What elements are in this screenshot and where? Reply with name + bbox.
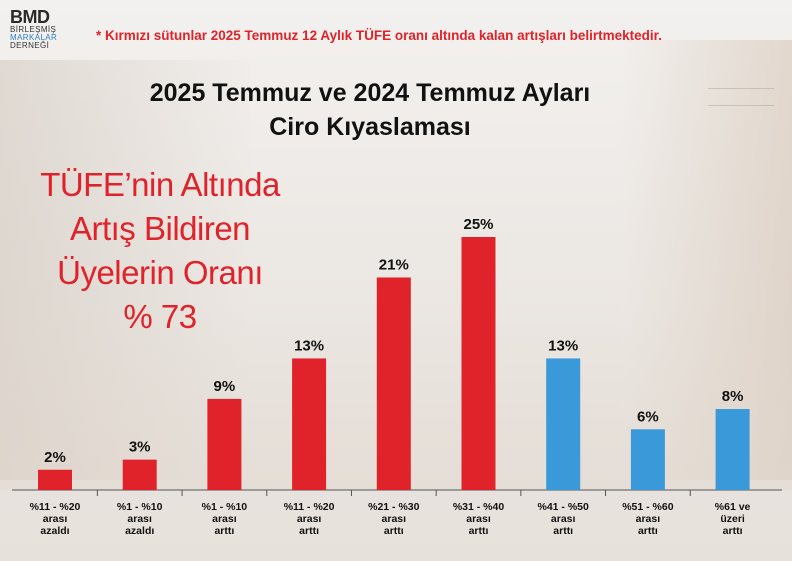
bar bbox=[461, 237, 496, 490]
tick-label: arttı bbox=[214, 525, 234, 537]
tick-label: %21 - %30 bbox=[368, 501, 420, 513]
callout-line-3: Üyelerin Oranı bbox=[57, 254, 263, 291]
chart-title: 2025 Temmuz ve 2024 Temmuz Ayları Ciro K… bbox=[60, 76, 680, 144]
tick-label: arası bbox=[297, 513, 322, 525]
tick-label: azaldı bbox=[125, 525, 154, 537]
background-shop-right bbox=[622, 40, 792, 480]
bar bbox=[292, 358, 327, 490]
tick-label: arttı bbox=[384, 525, 404, 537]
tick-label: %31 - %40 bbox=[453, 501, 505, 513]
data-label: 13% bbox=[548, 337, 578, 354]
bar bbox=[546, 358, 581, 490]
bmd-logo: BMD BİRLEŞMİŞ MARKALAR DERNEĞİ bbox=[10, 8, 90, 50]
bar bbox=[207, 398, 242, 490]
tick-label: arası bbox=[382, 513, 407, 525]
tufe-callout: TÜFE’nin Altında Artış Bildiren Üyelerin… bbox=[10, 163, 310, 339]
callout-line-1: TÜFE’nin Altında bbox=[40, 166, 280, 203]
data-label: 2% bbox=[44, 449, 66, 466]
data-label: 6% bbox=[637, 408, 659, 425]
bar bbox=[376, 277, 411, 490]
tick-label: arttı bbox=[469, 525, 489, 537]
data-label: 8% bbox=[722, 388, 744, 405]
tick-label: %11 - %20 bbox=[30, 501, 81, 513]
tick-label: %41 - %50 bbox=[538, 501, 590, 513]
bar bbox=[122, 459, 157, 490]
callout-line-2: Artış Bildiren bbox=[69, 210, 251, 247]
logo-main-text: BMD bbox=[10, 7, 50, 27]
tick-label: %1 - %10 bbox=[202, 501, 248, 513]
tick-label: arası bbox=[212, 513, 237, 525]
logo-line-3: DERNEĞİ bbox=[10, 41, 50, 50]
background-shop-sign bbox=[708, 88, 774, 106]
tick-label: %61 ve bbox=[715, 501, 751, 513]
data-label: 3% bbox=[129, 439, 151, 456]
tick-label: arası bbox=[551, 513, 576, 525]
chart-title-line-1: 2025 Temmuz ve 2024 Temmuz Ayları bbox=[149, 79, 591, 107]
tick-label: arttı bbox=[299, 525, 319, 537]
tick-label: arttı bbox=[553, 525, 573, 537]
bar bbox=[38, 469, 72, 490]
bar bbox=[630, 429, 665, 490]
footnote: * Kırmızı sütunlar 2025 Temmuz 12 Aylık … bbox=[96, 28, 662, 43]
tick-label: arası bbox=[43, 513, 68, 525]
tick-label: arası bbox=[466, 513, 491, 525]
tick-label: üzeri bbox=[720, 513, 745, 525]
chart-title-line-2: Ciro Kıyaslaması bbox=[269, 113, 471, 141]
tick-label: %51 - %60 bbox=[622, 501, 674, 513]
tick-label: azaldı bbox=[40, 525, 69, 537]
data-label: 9% bbox=[214, 378, 236, 395]
logo-line-2: MARKALAR bbox=[10, 33, 58, 42]
logo-line-1: BİRLEŞMİŞ bbox=[10, 25, 57, 34]
tick-label: %1 - %10 bbox=[117, 501, 163, 513]
tick-label: arttı bbox=[638, 525, 658, 537]
data-label: 25% bbox=[463, 216, 493, 233]
tick-label: arası bbox=[636, 513, 661, 525]
tick-label: %11 - %20 bbox=[284, 501, 335, 513]
bar bbox=[715, 409, 750, 490]
data-label: 13% bbox=[294, 337, 324, 354]
data-label: 21% bbox=[379, 256, 409, 273]
callout-line-4: % 73 bbox=[123, 298, 197, 335]
tick-label: arası bbox=[127, 513, 152, 525]
tick-label: arttı bbox=[723, 525, 743, 537]
